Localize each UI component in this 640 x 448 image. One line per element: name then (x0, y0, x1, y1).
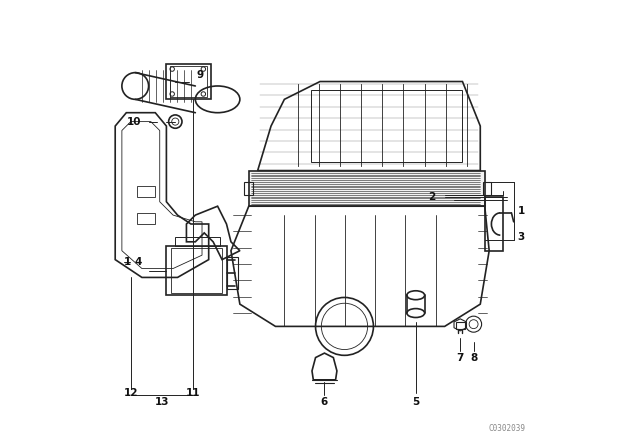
Text: 1: 1 (518, 206, 525, 215)
Bar (175, 237, 220, 246)
Text: 8: 8 (470, 353, 477, 362)
Bar (170, 66, 207, 97)
Bar (456, 322, 465, 329)
Text: 7: 7 (456, 353, 464, 362)
Bar (311, 90, 463, 162)
Text: 5: 5 (412, 397, 419, 407)
Bar (138, 213, 156, 224)
Text: 6: 6 (321, 397, 328, 407)
Text: 4: 4 (134, 257, 142, 267)
Bar (244, 182, 253, 195)
Bar (483, 182, 492, 195)
Text: 12: 12 (124, 388, 138, 398)
Text: C0302039: C0302039 (488, 424, 525, 433)
Bar (171, 249, 222, 293)
Text: 11: 11 (186, 388, 200, 398)
Text: 10: 10 (127, 116, 141, 127)
Text: 3: 3 (518, 233, 525, 242)
Bar (166, 246, 227, 295)
Text: 9: 9 (196, 70, 204, 80)
Text: 13: 13 (155, 397, 169, 407)
Bar (484, 197, 502, 251)
Text: 2: 2 (429, 192, 436, 202)
Bar (249, 171, 484, 206)
Text: 1: 1 (124, 257, 131, 267)
Bar (166, 64, 211, 99)
Bar (227, 258, 237, 289)
Bar (138, 186, 156, 197)
